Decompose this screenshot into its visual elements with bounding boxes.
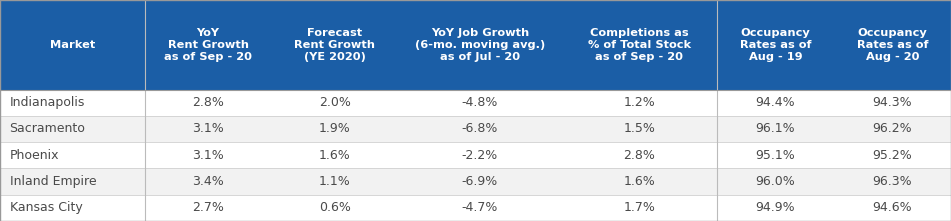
Text: 1.5%: 1.5% bbox=[623, 122, 655, 135]
Text: Forecast
Rent Growth
(YE 2020): Forecast Rent Growth (YE 2020) bbox=[294, 28, 375, 62]
Text: 1.6%: 1.6% bbox=[319, 149, 351, 162]
Text: 3.1%: 3.1% bbox=[192, 149, 223, 162]
Text: -6.8%: -6.8% bbox=[461, 122, 498, 135]
Text: -6.9%: -6.9% bbox=[461, 175, 498, 188]
Text: -2.2%: -2.2% bbox=[461, 149, 498, 162]
Text: Kansas City: Kansas City bbox=[10, 201, 82, 214]
Text: Inland Empire: Inland Empire bbox=[10, 175, 96, 188]
Text: 1.2%: 1.2% bbox=[623, 96, 655, 109]
Text: 96.2%: 96.2% bbox=[873, 122, 912, 135]
Text: 95.1%: 95.1% bbox=[755, 149, 795, 162]
Bar bbox=[0, 0, 951, 90]
Text: 2.8%: 2.8% bbox=[192, 96, 223, 109]
Bar bbox=[0, 168, 951, 195]
Text: 2.0%: 2.0% bbox=[319, 96, 351, 109]
Bar bbox=[0, 90, 951, 116]
Text: -4.8%: -4.8% bbox=[461, 96, 498, 109]
Text: 3.1%: 3.1% bbox=[192, 122, 223, 135]
Text: 94.4%: 94.4% bbox=[755, 96, 795, 109]
Bar bbox=[0, 195, 951, 221]
Text: 1.9%: 1.9% bbox=[319, 122, 351, 135]
Text: 96.0%: 96.0% bbox=[755, 175, 795, 188]
Bar bbox=[0, 142, 951, 168]
Text: 95.2%: 95.2% bbox=[873, 149, 912, 162]
Text: Phoenix: Phoenix bbox=[10, 149, 59, 162]
Text: 2.8%: 2.8% bbox=[623, 149, 655, 162]
Text: 96.1%: 96.1% bbox=[755, 122, 795, 135]
Text: 1.1%: 1.1% bbox=[319, 175, 351, 188]
Text: Completions as
% of Total Stock
as of Sep - 20: Completions as % of Total Stock as of Se… bbox=[588, 28, 690, 62]
Text: 3.4%: 3.4% bbox=[192, 175, 223, 188]
Text: 1.7%: 1.7% bbox=[623, 201, 655, 214]
Text: YoY Job Growth
(6-mo. moving avg.)
as of Jul - 20: YoY Job Growth (6-mo. moving avg.) as of… bbox=[415, 28, 545, 62]
Text: 1.6%: 1.6% bbox=[623, 175, 655, 188]
Text: -4.7%: -4.7% bbox=[461, 201, 498, 214]
Text: 94.3%: 94.3% bbox=[873, 96, 912, 109]
Text: Market: Market bbox=[49, 40, 95, 50]
Bar bbox=[0, 116, 951, 142]
Text: 94.9%: 94.9% bbox=[755, 201, 795, 214]
Text: 2.7%: 2.7% bbox=[192, 201, 223, 214]
Text: Sacramento: Sacramento bbox=[10, 122, 86, 135]
Text: 0.6%: 0.6% bbox=[319, 201, 351, 214]
Text: Occupancy
Rates as of
Aug - 20: Occupancy Rates as of Aug - 20 bbox=[857, 28, 928, 62]
Text: 94.6%: 94.6% bbox=[873, 201, 912, 214]
Text: Indianapolis: Indianapolis bbox=[10, 96, 85, 109]
Text: 96.3%: 96.3% bbox=[873, 175, 912, 188]
Text: YoY
Rent Growth
as of Sep - 20: YoY Rent Growth as of Sep - 20 bbox=[164, 28, 252, 62]
Text: Occupancy
Rates as of
Aug - 19: Occupancy Rates as of Aug - 19 bbox=[740, 28, 811, 62]
